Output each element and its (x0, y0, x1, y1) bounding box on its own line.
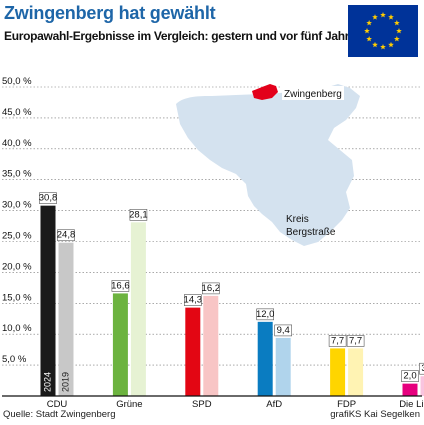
bar-2019 (420, 376, 424, 396)
value-label-2019-box (57, 229, 75, 242)
y-tick-label: 40,0 % (2, 138, 32, 149)
bar-2019 (130, 222, 146, 396)
value-label-2024: 12,0 (256, 309, 275, 320)
eu-flag-icon (348, 5, 418, 57)
category-label: Die Linke (399, 399, 424, 410)
y-tick-label: 10,0 % (2, 323, 32, 334)
value-label-2024-box (111, 280, 130, 292)
district-label-line2: Bergstraße (286, 227, 336, 238)
value-label-2019-box (274, 324, 293, 337)
flag-star-icon (388, 14, 394, 20)
bars: 30,8 24,8 2024 2019 16,6 28,1 14,316,2 12,09,4 7… (39, 192, 424, 396)
value-label-2019-box (129, 209, 148, 221)
page-subtitle: Europawahl-Ergebnisse im Vergleich: gest… (4, 29, 363, 43)
value-label-2024: 2,0 (403, 371, 416, 382)
bar-2024 (185, 307, 201, 396)
flag-star-icon (380, 44, 386, 50)
y-tick-label: 50,0 % (2, 76, 32, 87)
flag-star-icon (380, 12, 386, 18)
value-label-2019: 9,4 (277, 325, 290, 336)
category-label: FDP (337, 399, 356, 410)
value-label-2024-box (39, 192, 57, 204)
flag-star-icon (394, 36, 400, 42)
value-label-2019-box (346, 335, 365, 347)
year-label-2019: 2019 (60, 372, 70, 392)
value-label-2024-box (328, 335, 347, 347)
flag-star-icon (372, 41, 378, 48)
bar-2019 (58, 242, 74, 396)
y-tick-label: 25,0 % (2, 231, 32, 242)
value-label-2024: 30,8 (39, 193, 58, 204)
town-label: Zwingenberg (284, 89, 342, 100)
value-label-2024-box (401, 370, 419, 382)
value-label-2024-box (184, 294, 202, 306)
credit-note: grafiKS Kai Segelken (330, 409, 420, 420)
y-tick-label: 15,0 % (2, 292, 32, 303)
flag-star-icon (372, 14, 378, 20)
town-shape-zwingenberg (252, 84, 278, 100)
bar-2024 (40, 205, 56, 396)
bar-2024 (112, 293, 128, 396)
flag-star-icon (366, 36, 372, 42)
flag-stars (364, 12, 402, 50)
district-shape-kreis-bergstrasse (176, 84, 360, 246)
value-label-2019-box (419, 362, 424, 375)
value-label-2019: 3,2 (421, 363, 424, 374)
y-axis-ticks: 5,0 % 10,0 % 15,0 % 20,0 % 25,0 % 30,0 % 35,0 … (2, 76, 32, 365)
y-tick-label: 30,0 % (2, 200, 32, 211)
category-label: SPD (192, 399, 212, 410)
town-label-background (282, 86, 344, 100)
bar-2024 (402, 383, 418, 396)
bar-2024 (330, 348, 346, 396)
category-label: CDU (47, 399, 68, 410)
bar-2019 (203, 295, 219, 396)
y-tick-label: 45,0 % (2, 107, 32, 118)
bar-2024 (257, 321, 273, 396)
value-label-2024-box (256, 308, 275, 321)
y-tick-label: 35,0 % (2, 169, 32, 180)
value-label-2024: 14,3 (184, 295, 203, 306)
flag-star-icon (364, 28, 370, 34)
value-label-2019: 24,8 (57, 230, 76, 241)
flag-star-icon (394, 20, 400, 26)
value-label-2019: 28,1 (129, 209, 148, 220)
flag-star-icon (366, 20, 372, 26)
category-labels: CDU Grüne SPD AfD FDP Die Linke (47, 399, 424, 410)
district-label-line1: Kreis (286, 214, 309, 225)
y-tick-label: 20,0 % (2, 261, 32, 272)
year-label-2024: 2024 (42, 372, 52, 392)
value-label-2019: 7,7 (349, 335, 362, 346)
y-tick-label: 5,0 % (2, 354, 27, 365)
value-label-2019: 16,2 (202, 283, 221, 294)
flag-star-icon (388, 41, 394, 48)
page-title: Zwingenberg hat gewählt (4, 3, 216, 23)
value-label-2024: 16,6 (111, 280, 130, 291)
bar-2019 (275, 337, 291, 396)
category-label: Grüne (116, 399, 142, 410)
flag-star-icon (396, 28, 402, 34)
source-note: Quelle: Stadt Zwingenberg (3, 409, 116, 420)
district-map: Zwingenberg Kreis Bergstraße (176, 84, 360, 246)
bar-2019 (348, 348, 364, 396)
value-label-2024: 7,7 (331, 335, 344, 346)
category-label: AfD (266, 399, 282, 410)
value-label-2019-box (202, 282, 220, 295)
